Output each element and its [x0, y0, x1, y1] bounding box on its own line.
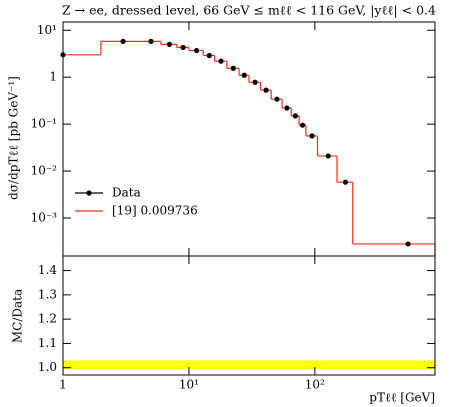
legend-label: [19] 0.009736 — [112, 204, 198, 218]
data-point — [325, 153, 331, 159]
data-point — [300, 122, 306, 128]
data-point — [180, 44, 186, 51]
data-point — [120, 38, 126, 44]
ratio-frame — [62, 255, 436, 376]
x-tick-label: 10² — [305, 378, 325, 392]
legend-label: Data — [112, 186, 141, 200]
data-point — [405, 241, 411, 247]
y-tick-label: 10⁻² — [31, 164, 58, 178]
y-tick-label: 10¹ — [37, 23, 57, 37]
data-point — [193, 47, 200, 54]
legend-marker — [86, 190, 92, 196]
x-tick-label: 10¹ — [179, 378, 199, 392]
data-point — [218, 58, 224, 64]
ratio-tick-label: 1.2 — [38, 312, 57, 326]
ratio-tick-label: 1.4 — [38, 263, 57, 277]
data-point — [274, 96, 280, 102]
ratio-tick-label: 1.3 — [38, 287, 57, 301]
data-point — [230, 65, 236, 71]
data-point — [252, 79, 258, 85]
plot-frame — [62, 21, 436, 257]
data-point — [148, 38, 154, 44]
y-tick-label: 10⁻³ — [31, 210, 58, 224]
data-point — [284, 105, 290, 111]
data-point — [309, 133, 315, 139]
y-tick-label: 10⁻¹ — [31, 117, 57, 131]
data-point — [206, 52, 212, 59]
y-tick-label: 1 — [49, 70, 57, 84]
ratio-axis-label: MC/Data — [11, 289, 25, 343]
data-point — [292, 113, 298, 119]
x-tick-label: 1 — [59, 378, 67, 392]
ratio-band — [63, 360, 435, 369]
y-axis-label: dσ/dpTℓℓ [pb GeV⁻¹] — [7, 76, 21, 200]
ratio-tick-label: 1.0 — [38, 360, 57, 374]
data-point — [166, 41, 173, 47]
x-axis-label: pTℓℓ [GeV] — [369, 391, 435, 405]
chart-title: Z → ee, dressed level, 66 GeV ≤ mℓℓ < 11… — [62, 3, 436, 18]
ratio-tick-label: 1.1 — [38, 336, 57, 350]
data-point — [342, 179, 349, 185]
data-point — [241, 72, 247, 78]
data-point — [263, 87, 269, 93]
